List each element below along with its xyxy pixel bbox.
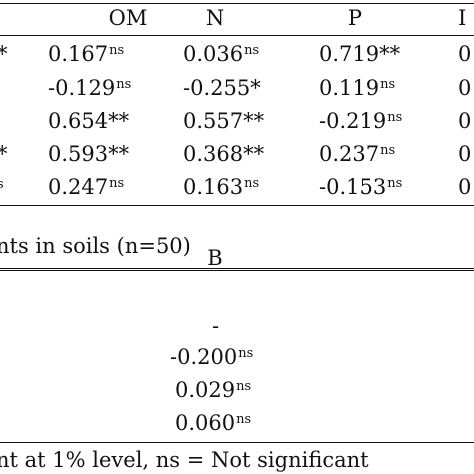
table-cell: 0.247ns [48, 175, 125, 199]
table-cell: -0.200ns [170, 345, 254, 369]
right-edge-mark: 0 [458, 109, 472, 133]
col-header-b: B [207, 246, 223, 270]
table-cell: 0.654** [48, 109, 130, 133]
left-mark: s [0, 177, 4, 192]
col-header-n: N [205, 6, 225, 30]
table2-bottom-rule [0, 442, 474, 443]
table1-header-rule [0, 35, 474, 36]
table2-top-rule [0, 268, 474, 269]
table-cell: 0.557** [183, 109, 265, 133]
table2-header-rule [0, 270, 474, 271]
table1-bottom-rule [0, 205, 474, 206]
table-cell: - [212, 314, 220, 338]
col-header-cutoff: I [458, 6, 467, 30]
left-mark: * [0, 144, 8, 165]
table-cell: -0.255* [183, 76, 261, 100]
right-edge-mark: 0 [458, 42, 472, 66]
col-header-p: P [347, 6, 363, 30]
right-edge-mark: 0 [458, 76, 472, 100]
table-cell: 0.237ns [319, 142, 396, 166]
table-cell: 0.719** [319, 42, 401, 66]
table-cell: -0.219ns [319, 109, 403, 133]
table1-top-rule [0, 3, 474, 4]
right-edge-mark: 0 [458, 142, 472, 166]
table-cell: 0.593** [48, 142, 130, 166]
left-mark: * [0, 44, 8, 65]
table-cell: 0.368** [183, 142, 265, 166]
table-cell: 0.060ns [175, 411, 252, 435]
table-cell: -0.153ns [319, 175, 403, 199]
table-cell: 0.119ns [319, 76, 396, 100]
table-cell: 0.029ns [175, 378, 252, 402]
right-edge-mark: 0 [458, 175, 472, 199]
col-header-om: OM [108, 6, 148, 30]
table-cell: 0.167ns [48, 42, 125, 66]
table-cell: 0.163ns [183, 175, 260, 199]
table2-caption: nts in soils (n=50) [0, 234, 191, 258]
footnote: nt at 1% level, ns = Not significant [0, 448, 369, 472]
table-cell: 0.036ns [183, 42, 260, 66]
table-cell: -0.129ns [48, 76, 132, 100]
